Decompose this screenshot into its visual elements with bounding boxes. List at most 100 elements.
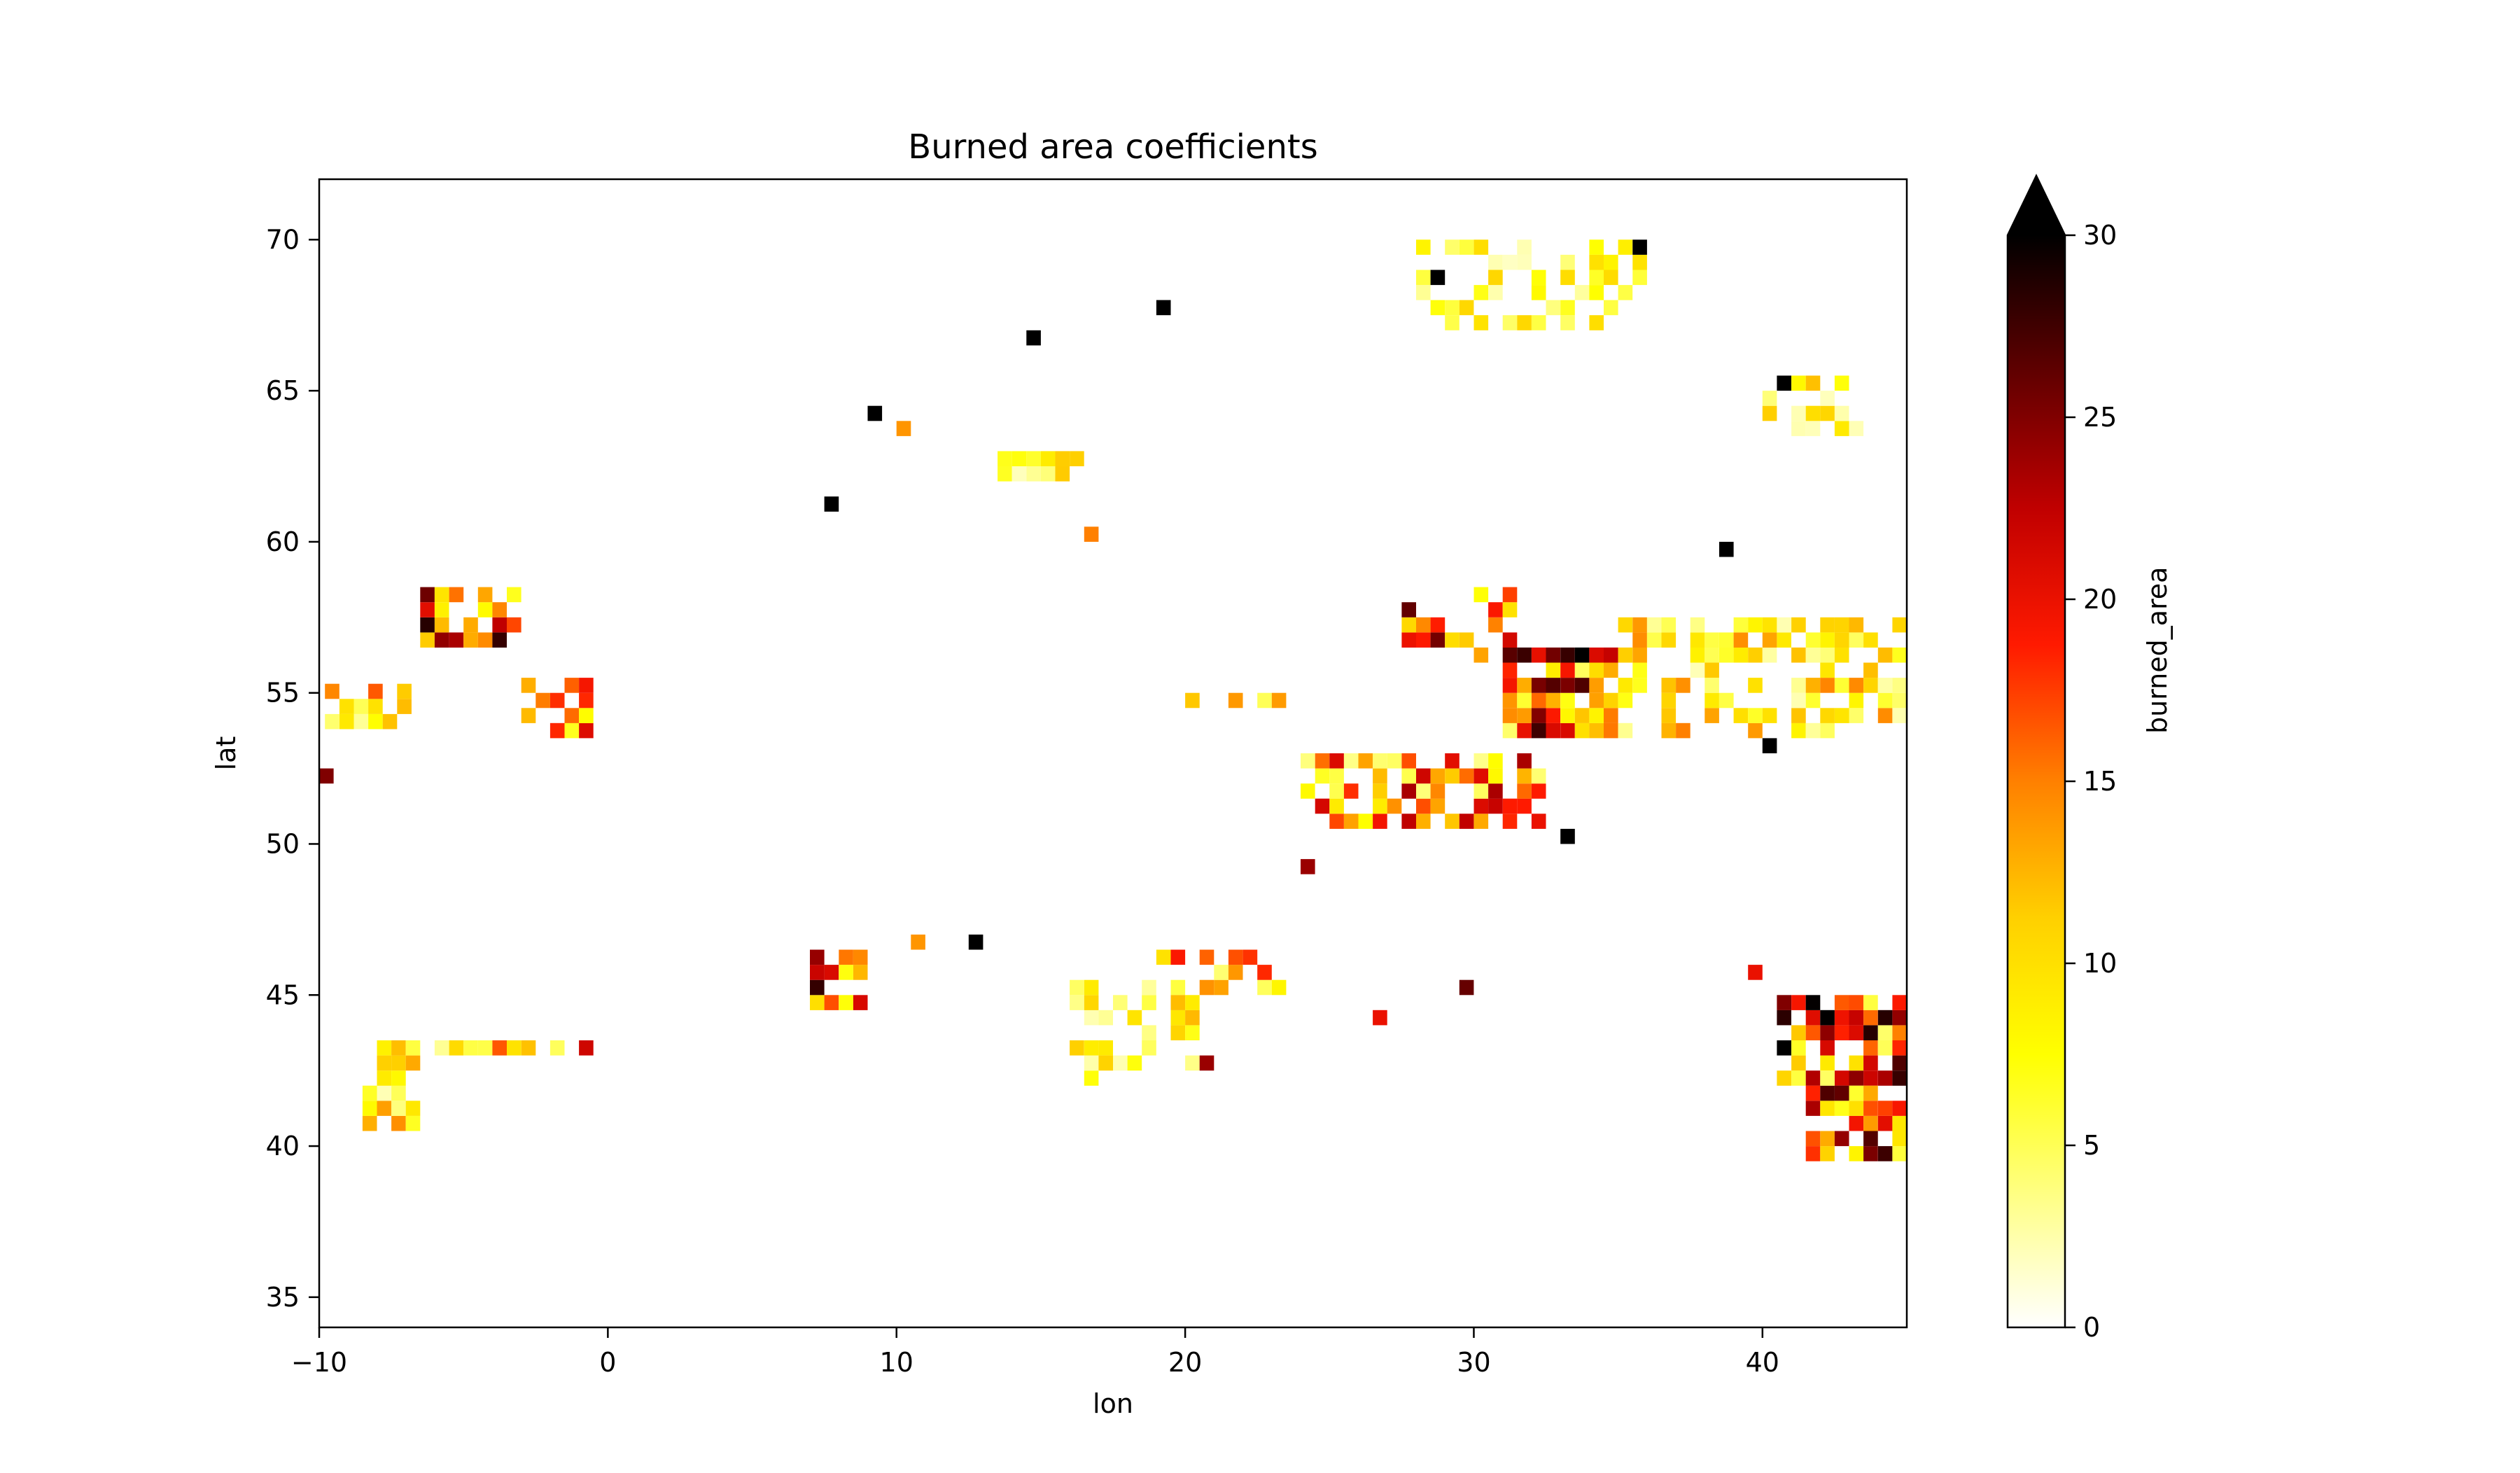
heatmap-cell (1820, 1131, 1835, 1147)
heatmap-cell (1805, 405, 1821, 421)
heatmap-cell (1113, 995, 1128, 1010)
heatmap-cell (319, 768, 334, 784)
heatmap-cell (1185, 1055, 1200, 1071)
heatmap-cell (1604, 647, 1618, 663)
heatmap-cell (1589, 270, 1604, 286)
heatmap-cell (1373, 753, 1387, 769)
heatmap-cell (1805, 1070, 1821, 1086)
heatmap-cell (463, 1040, 478, 1056)
heatmap-cell (824, 995, 839, 1010)
heatmap-cell (1805, 692, 1821, 708)
heatmap-cell (1502, 662, 1518, 678)
heatmap-cell (325, 683, 340, 699)
heatmap-cell (1445, 239, 1460, 255)
heatmap-cell (1820, 678, 1835, 693)
heatmap-cell (1546, 692, 1561, 708)
heatmap-cell (579, 678, 594, 693)
heatmap-cell (463, 632, 478, 648)
heatmap-cell (1401, 617, 1416, 633)
heatmap-cell (1185, 1010, 1200, 1026)
heatmap-cell (1805, 632, 1821, 648)
heatmap-cell (325, 713, 340, 729)
heatmap-cell (405, 1055, 421, 1071)
heatmap-cell (1517, 722, 1532, 739)
heatmap-cell (1834, 405, 1849, 421)
heatmap-cell (1791, 1025, 1806, 1040)
heatmap-cell (810, 979, 825, 996)
heatmap-cell (1777, 995, 1791, 1010)
heatmap-cell (1416, 285, 1431, 300)
heatmap-cell (1142, 995, 1156, 1010)
heatmap-cell (1430, 783, 1446, 799)
heatmap-cell (1863, 1146, 1878, 1161)
plot-frame (318, 178, 1908, 1329)
heatmap-cell (1517, 753, 1532, 769)
heatmap-cell (1849, 1146, 1864, 1161)
y-tick-label: 60 (266, 526, 300, 557)
heatmap-cell (1416, 632, 1431, 648)
heatmap-cell (1791, 1040, 1806, 1056)
heatmap-cell (1199, 949, 1214, 965)
heatmap-cell (1257, 979, 1272, 996)
heatmap-cell (1907, 1116, 1921, 1131)
heatmap-cell (1574, 678, 1590, 693)
heatmap-cell (1834, 1025, 1849, 1040)
heatmap-cell (1892, 617, 1907, 633)
heatmap-cell (1632, 254, 1647, 270)
heatmap-cell (1084, 1055, 1099, 1071)
x-axis: −10 0 10 20 30 40 (291, 1327, 1779, 1378)
heatmap-cell (1070, 995, 1084, 1010)
heatmap-cell (1704, 632, 1719, 648)
heatmap-cell (1805, 1131, 1821, 1147)
colorbar-tick-label: 30 (2083, 220, 2117, 251)
heatmap-cell (1401, 753, 1416, 769)
heatmap-cell (1892, 1115, 1907, 1131)
heatmap-cell (1560, 708, 1575, 723)
heatmap-cell (1401, 632, 1416, 648)
heatmap-cell (1242, 949, 1258, 965)
heatmap-cell (397, 699, 412, 714)
heatmap-cell (492, 632, 507, 648)
heatmap-cell (564, 708, 580, 723)
heatmap-cell (1531, 315, 1546, 330)
heatmap-cell (405, 1101, 421, 1116)
heatmap-cell (1214, 965, 1228, 980)
heatmap-cell (1084, 1040, 1099, 1056)
heatmap-cell (521, 678, 536, 693)
heatmap-cell (1373, 783, 1387, 799)
heatmap-cell (1373, 768, 1387, 784)
heatmap-cell (1517, 708, 1532, 723)
heatmap-cell (1430, 617, 1446, 633)
heatmap-cell (1459, 239, 1474, 255)
heatmap-cell (1805, 1101, 1821, 1116)
heatmap-cell (1719, 632, 1734, 648)
heatmap-cell (1546, 708, 1561, 723)
heatmap-cell (377, 1040, 392, 1056)
heatmap-cell (1892, 692, 1907, 708)
heatmap-cell (1574, 662, 1590, 678)
heatmap-cell (1084, 979, 1099, 996)
heatmap-cell (1805, 1010, 1821, 1026)
heatmap-cell (1387, 753, 1402, 769)
heatmap-cell (1170, 1025, 1186, 1040)
heatmap-cell (1863, 1070, 1878, 1086)
heatmap-cell (1805, 647, 1821, 663)
heatmap-cells (319, 239, 1921, 1161)
heatmap-cell (1863, 1040, 1878, 1056)
heatmap-cell (1863, 1101, 1878, 1116)
heatmap-cell (1907, 663, 1921, 678)
heatmap-cell (1604, 662, 1618, 678)
heatmap-cell (1560, 678, 1575, 693)
heatmap-cell (1084, 526, 1099, 542)
heatmap-cell (1748, 617, 1763, 633)
heatmap-cell (1863, 1025, 1878, 1040)
heatmap-cell (1733, 708, 1749, 723)
heatmap-cell (420, 617, 435, 633)
heatmap-cell (1791, 405, 1806, 421)
heatmap-cell (810, 949, 825, 965)
heatmap-cell (1301, 753, 1315, 769)
heatmap-cell (434, 1040, 449, 1056)
heatmap-cell (1762, 708, 1777, 723)
heatmap-cell (1632, 270, 1647, 286)
heatmap-cell (1892, 1070, 1907, 1086)
